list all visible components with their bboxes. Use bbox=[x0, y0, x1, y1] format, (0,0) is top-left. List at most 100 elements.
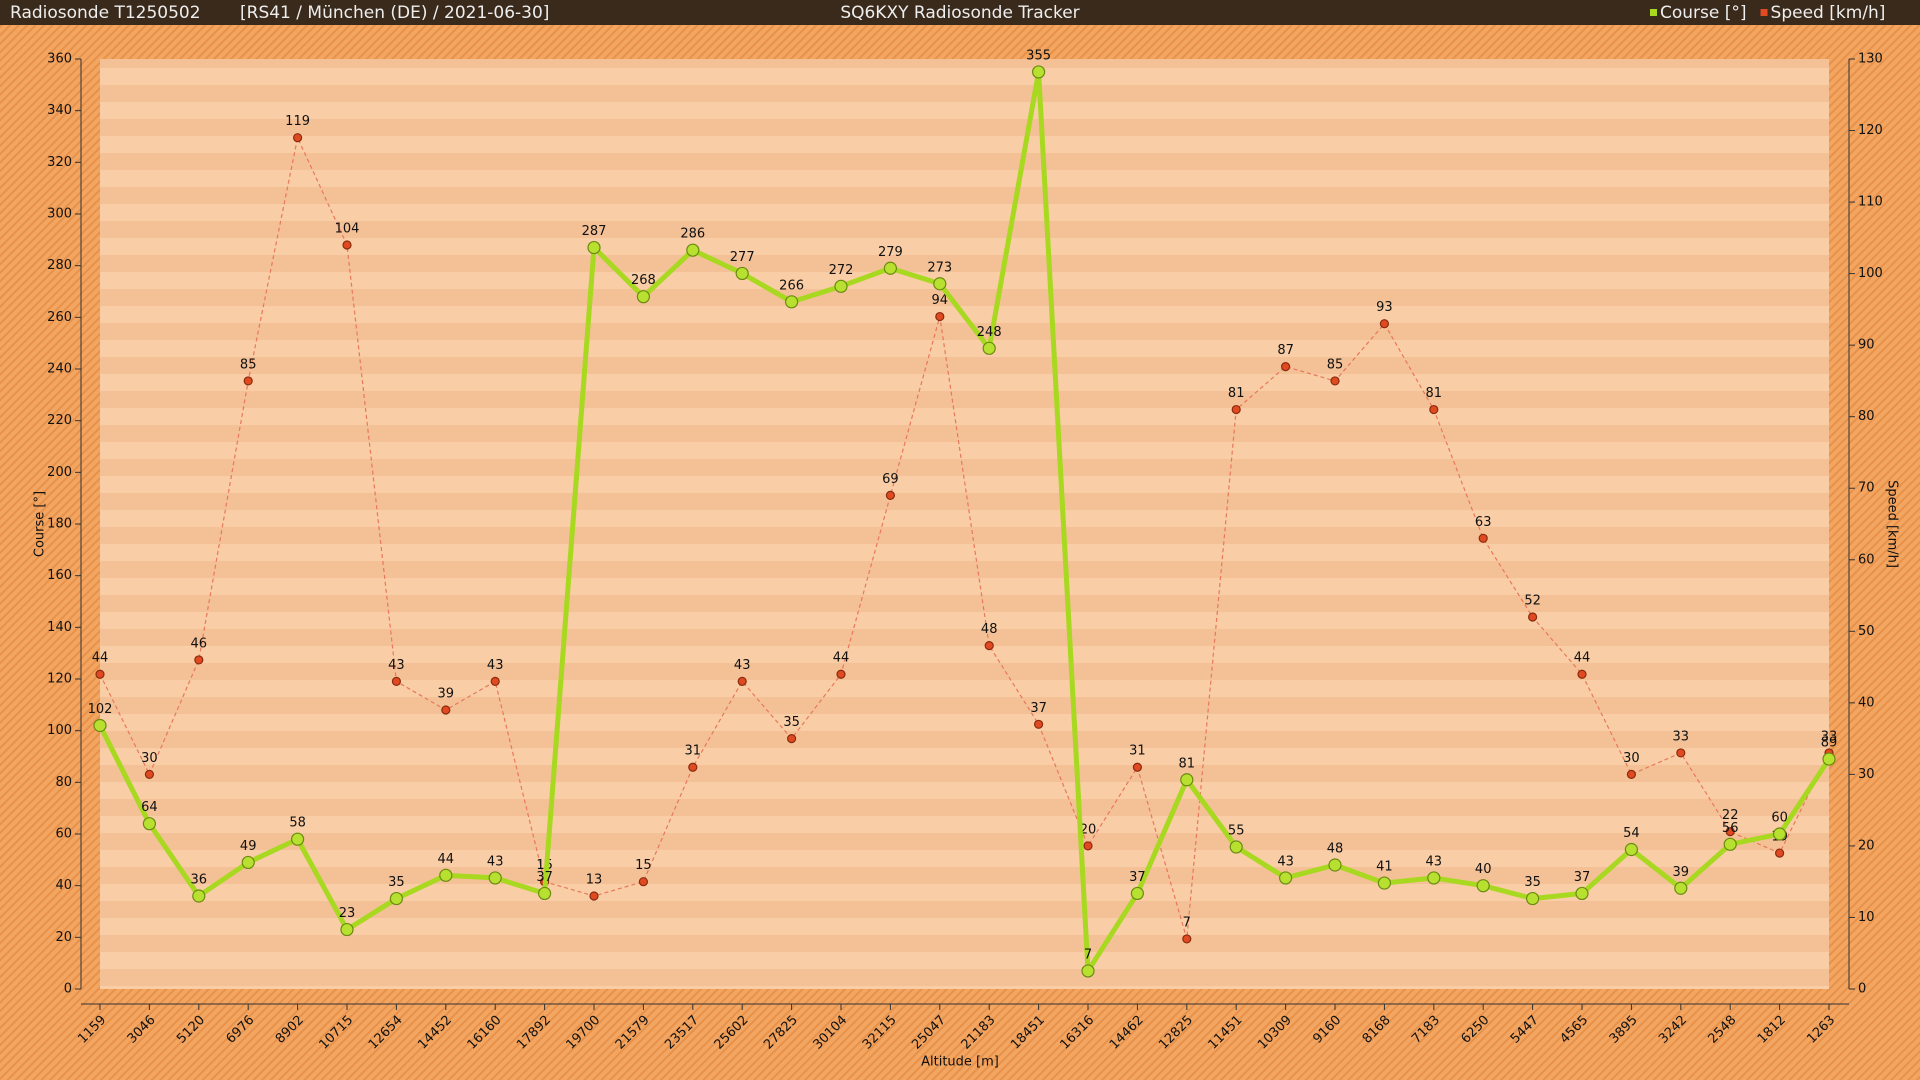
sonde-info: [RS41 / München (DE) / 2021-06-30] bbox=[240, 3, 549, 23]
y2-tick-label: 0 bbox=[1858, 982, 1866, 997]
y2-tick-label: 30 bbox=[1858, 767, 1875, 782]
data-point bbox=[144, 769, 154, 779]
legend-swatch bbox=[1650, 9, 1657, 16]
data-label: 248 bbox=[977, 325, 1002, 340]
y-tick-label: 120 bbox=[47, 672, 72, 687]
y-tick-label: 220 bbox=[47, 413, 72, 428]
data-label: 93 bbox=[1376, 300, 1393, 315]
data-label: 41 bbox=[1376, 860, 1393, 875]
data-point bbox=[636, 290, 651, 304]
data-point bbox=[1525, 891, 1540, 906]
data-point bbox=[982, 341, 996, 355]
data-point bbox=[589, 891, 599, 901]
data-point bbox=[241, 855, 255, 870]
data-label: 30 bbox=[141, 751, 158, 766]
data-label: 31 bbox=[685, 744, 702, 759]
data-point bbox=[1132, 762, 1143, 772]
y-tick-label: 40 bbox=[55, 878, 72, 893]
y-tick-label: 100 bbox=[47, 723, 72, 738]
data-label: 40 bbox=[1475, 862, 1492, 877]
data-point bbox=[1083, 841, 1093, 851]
y-tick-label: 60 bbox=[55, 827, 72, 842]
legend-label: Speed [km/h] bbox=[1771, 3, 1886, 23]
data-point bbox=[885, 490, 896, 500]
data-point bbox=[984, 641, 994, 651]
data-point bbox=[95, 669, 105, 679]
data-label: 69 bbox=[882, 472, 899, 487]
data-label: 286 bbox=[680, 227, 705, 242]
data-label: 15 bbox=[635, 858, 652, 873]
y2-axis-label: Speed [km/h] bbox=[1885, 480, 1900, 568]
data-label: 52 bbox=[1524, 594, 1541, 609]
data-label: 43 bbox=[487, 658, 504, 673]
y2-tick-label: 90 bbox=[1858, 338, 1875, 353]
data-point bbox=[291, 832, 305, 846]
data-point bbox=[1081, 964, 1095, 978]
data-point bbox=[1328, 858, 1342, 872]
y-tick-label: 340 bbox=[47, 103, 72, 118]
y-tick-label: 0 bbox=[64, 982, 72, 997]
data-point bbox=[786, 734, 797, 744]
header-bar bbox=[0, 0, 1920, 25]
data-point bbox=[1476, 879, 1490, 893]
data-label: 94 bbox=[932, 293, 949, 308]
data-label: 30 bbox=[1623, 751, 1640, 766]
data-point bbox=[1626, 769, 1637, 779]
data-point bbox=[1231, 404, 1241, 415]
data-label: 85 bbox=[240, 357, 257, 372]
data-label: 268 bbox=[631, 273, 656, 288]
data-label: 44 bbox=[438, 852, 455, 867]
x-axis-label: Altitude [m] bbox=[921, 1055, 999, 1070]
data-point bbox=[1229, 840, 1243, 854]
y2-tick-label: 60 bbox=[1858, 552, 1875, 567]
data-label: 43 bbox=[1277, 854, 1294, 869]
data-label: 44 bbox=[833, 651, 850, 666]
data-point bbox=[1429, 404, 1439, 415]
data-label: 23 bbox=[339, 906, 356, 921]
data-point bbox=[883, 261, 898, 275]
data-label: 33 bbox=[1673, 729, 1690, 744]
data-label: 60 bbox=[1771, 811, 1788, 826]
data-label: 355 bbox=[1026, 48, 1051, 63]
data-label: 81 bbox=[1179, 756, 1196, 771]
data-label: 37 bbox=[1030, 701, 1047, 716]
data-label: 55 bbox=[1228, 823, 1245, 838]
data-label: 44 bbox=[1574, 651, 1591, 666]
data-point bbox=[441, 705, 451, 715]
y-tick-label: 360 bbox=[47, 52, 72, 67]
data-point bbox=[1577, 669, 1587, 679]
data-point bbox=[1330, 376, 1340, 386]
data-label: 36 bbox=[191, 873, 208, 888]
data-point bbox=[439, 868, 453, 882]
data-point bbox=[490, 676, 500, 686]
data-label: 13 bbox=[586, 873, 603, 888]
data-label: 43 bbox=[388, 658, 405, 673]
data-point bbox=[1278, 871, 1293, 885]
data-label: 56 bbox=[1722, 821, 1739, 836]
data-label: 33 bbox=[1821, 729, 1838, 744]
data-label: 85 bbox=[1327, 357, 1344, 372]
data-point bbox=[1575, 886, 1589, 901]
data-point bbox=[1527, 612, 1538, 622]
data-label: 39 bbox=[438, 687, 455, 702]
data-label: 273 bbox=[927, 260, 952, 275]
data-point bbox=[735, 266, 749, 281]
data-label: 87 bbox=[1277, 343, 1294, 358]
y-tick-label: 80 bbox=[55, 775, 72, 790]
data-label: 7 bbox=[1084, 947, 1092, 962]
y-tick-label: 160 bbox=[47, 568, 72, 583]
data-label: 43 bbox=[487, 854, 504, 869]
y2-tick-label: 50 bbox=[1858, 624, 1875, 639]
y-tick-label: 260 bbox=[47, 310, 72, 325]
data-label: 81 bbox=[1228, 386, 1245, 401]
data-label: 102 bbox=[88, 702, 113, 717]
y2-tick-label: 20 bbox=[1858, 838, 1875, 853]
data-point bbox=[391, 676, 401, 686]
y-tick-label: 140 bbox=[47, 620, 72, 635]
data-label: 104 bbox=[335, 222, 360, 237]
data-point bbox=[836, 669, 846, 679]
data-label: 287 bbox=[582, 224, 607, 239]
data-label: 43 bbox=[734, 658, 751, 673]
data-point bbox=[1772, 827, 1787, 841]
